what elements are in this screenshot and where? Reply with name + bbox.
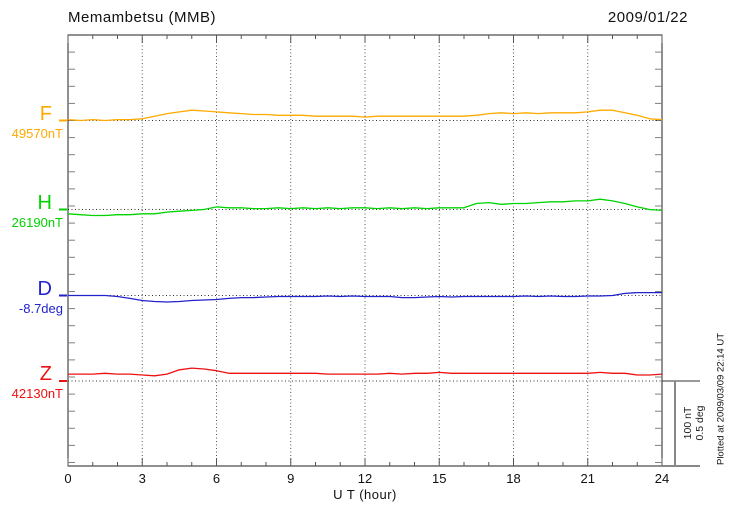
series-baseline-value-H: 26190nT: [11, 214, 63, 230]
plot-frame: [67, 34, 663, 467]
trace-D: [68, 291, 662, 303]
x-tick-label-24: 24: [654, 471, 670, 486]
trace-H: [67, 198, 663, 217]
x-axis-label: U T (hour): [333, 487, 397, 502]
trace-F: [67, 109, 663, 122]
scale-bar-deg: 0.5 deg: [694, 405, 706, 441]
page-title: Memambetsu (MMB): [68, 9, 217, 26]
trace-Z: [68, 367, 663, 377]
series-letter-D: D: [37, 277, 52, 300]
x-tick-label-9: 9: [287, 471, 295, 486]
plot-date: 2009/01/22: [607, 9, 688, 26]
x-tick-label-3: 3: [138, 471, 146, 486]
series-letter-H: H: [37, 191, 52, 214]
scale-bar-label: 100 nT 0.5 deg: [682, 405, 706, 440]
x-tick-label-12: 12: [357, 471, 373, 486]
x-tick-label-0: 0: [64, 471, 72, 486]
plotted-at-note: Plotted at 2009/03/09 22:14 UT: [715, 332, 727, 466]
series-baseline-value-Z: 42130nT: [11, 386, 63, 401]
series-letter-Z: Z: [39, 363, 52, 385]
series-baseline-value-D: -8.7deg: [18, 300, 63, 316]
series-baseline-value-F: 49570nT: [11, 125, 63, 141]
scale-bar-nt: 100 nT: [682, 406, 694, 440]
series-letter-F: F: [39, 102, 52, 125]
x-tick-label-18: 18: [506, 471, 521, 486]
x-tick-label-6: 6: [212, 471, 221, 486]
x-tick-label-15: 15: [432, 471, 447, 486]
x-tick-label-21: 21: [580, 471, 595, 486]
